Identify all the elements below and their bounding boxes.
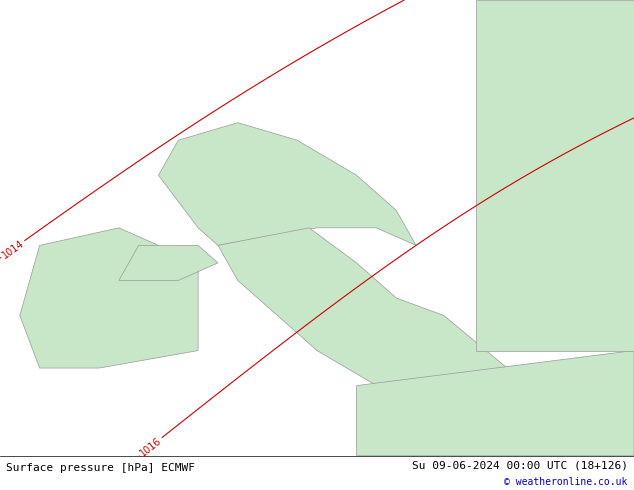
Polygon shape: [119, 245, 218, 280]
Text: 1016: 1016: [138, 435, 164, 458]
Text: © weatheronline.co.uk: © weatheronline.co.uk: [504, 477, 628, 488]
Text: 1014: 1014: [0, 238, 25, 260]
Polygon shape: [20, 228, 198, 368]
Polygon shape: [476, 0, 634, 350]
Polygon shape: [356, 350, 634, 456]
Text: Surface pressure [hPa] ECMWF: Surface pressure [hPa] ECMWF: [6, 463, 195, 473]
Polygon shape: [218, 228, 507, 403]
Text: Su 09-06-2024 00:00 UTC (18+126): Su 09-06-2024 00:00 UTC (18+126): [411, 460, 628, 470]
Polygon shape: [158, 122, 416, 245]
